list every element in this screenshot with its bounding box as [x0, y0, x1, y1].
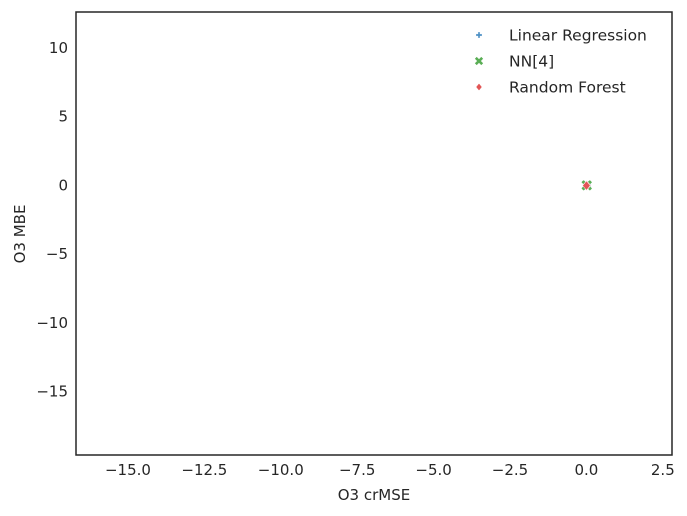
x-tick-label: −5.0 — [415, 461, 451, 479]
legend-label: Random Forest — [509, 79, 626, 97]
legend-marker — [475, 82, 483, 92]
plot-frame — [75, 11, 673, 456]
data-point — [582, 180, 591, 191]
legend: Linear Regression NN[4] Random Forest — [474, 27, 647, 97]
y-tick-label: 5 — [58, 108, 68, 126]
legend-marker — [475, 31, 483, 39]
y-tick-label: 10 — [49, 39, 68, 57]
legend-label: Linear Regression — [509, 27, 647, 45]
x-tick-label: −12.5 — [181, 461, 227, 479]
y-axis-label: O3 MBE — [11, 205, 29, 264]
y-tick-labels: 10 5 0 −5 −10 −15 — [36, 39, 68, 401]
x-tick-label: 2.5 — [651, 461, 675, 479]
legend-marker — [474, 56, 484, 66]
data-points — [581, 180, 592, 191]
y-tick-label: 0 — [58, 176, 68, 194]
x-axis-label: O3 crMSE — [338, 486, 410, 504]
y-tick-label: −15 — [36, 383, 68, 401]
x-tick-label: −7.5 — [339, 461, 375, 479]
y-tick-label: −5 — [46, 245, 68, 263]
x-tick-label: −2.5 — [492, 461, 528, 479]
y-tick-label: −10 — [36, 314, 68, 332]
x-tick-label: −15.0 — [105, 461, 151, 479]
legend-label: NN[4] — [509, 53, 554, 71]
x-tick-label: 0.0 — [574, 461, 598, 479]
x-tick-labels: −15.0 −12.5 −10.0 −7.5 −5.0 −2.5 0.0 2.5 — [105, 461, 675, 479]
x-tick-label: −10.0 — [258, 461, 304, 479]
